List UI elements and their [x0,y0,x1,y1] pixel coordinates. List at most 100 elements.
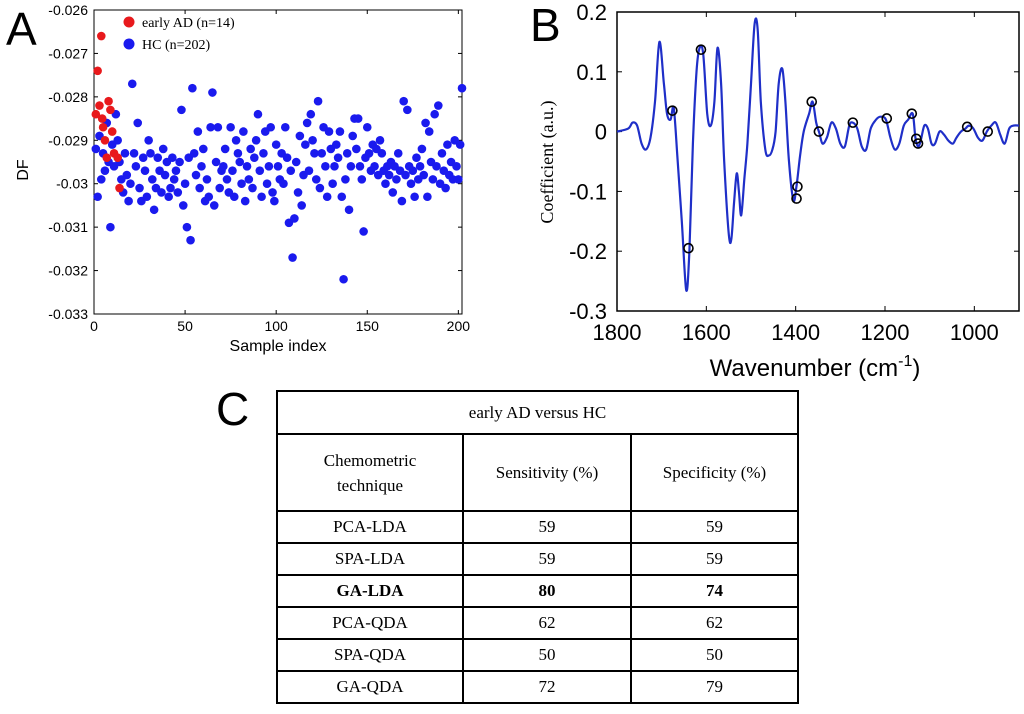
header-technique-line2: technique [336,475,404,495]
data-point-hc [348,131,357,141]
data-point-hc [195,183,204,193]
data-point-hc [341,175,350,184]
data-point-hc [279,179,288,189]
x-tick-label-b: 1600 [682,320,731,345]
y-tick-label-a: -0.03 [56,176,88,192]
data-point-early-ad [113,153,122,162]
table-cell-specificity: 50 [630,638,799,672]
data-point-hc [209,201,219,210]
data-point-hc [228,166,237,175]
data-point-early-ad [106,105,115,115]
table-cell-sensitivity: 59 [462,510,632,544]
y-tick-label-a: -0.026 [48,2,88,18]
table-cell-technique: GA-LDA [276,574,464,608]
data-point-hc [291,157,301,167]
data-point-hc [280,122,290,132]
data-point-hc [91,144,101,154]
data-point-hc [324,127,334,136]
data-point-hc [355,162,365,171]
table-cell-technique: SPA-QDA [276,638,464,672]
data-point-early-ad [95,101,104,110]
selected-variable-marker [695,44,707,55]
plot-frame-b [616,11,1020,312]
data-point-hc [213,122,223,132]
data-point-hc [135,183,144,193]
y-tick-label-b: 0.2 [576,0,607,25]
data-point-hc [406,179,416,189]
selected-variable-marker [910,133,922,145]
data-point-hc [204,192,214,202]
data-point-hc [149,205,159,215]
data-point-hc [182,222,192,232]
table-title-row: early AD versus HC [276,390,799,435]
data-point-early-ad [91,109,101,119]
selected-variable-marker [667,105,678,116]
table-cell-sensitivity: 50 [462,638,632,672]
data-point-hc [310,149,319,158]
data-point-hc [271,140,281,149]
data-point-hc [346,162,356,171]
x-tick-label-a: 100 [264,318,288,334]
x-axis-label-b: Wavenumber (cm-1) [710,353,921,382]
data-point-hc [384,170,394,180]
table-cell-specificity: 79 [630,670,799,704]
data-point-hc [257,192,266,202]
data-point-hc [381,179,390,189]
data-point-hc [290,214,299,223]
data-point-hc [264,162,274,171]
header-sensitivity: Sensitivity (%) [462,433,632,512]
x-tick-label-a: 150 [356,318,380,334]
y-tick-label-a: -0.033 [48,306,88,322]
x-axis-label-a: Sample index [230,338,327,355]
data-point-hc [311,175,321,184]
data-point-hc [297,201,306,210]
data-point-hc [189,149,199,158]
data-point-hc [233,149,243,158]
panel-label-c: C [216,383,250,435]
data-point-hc [322,192,332,202]
table-row: PCA-LDA 59 59 [276,510,799,544]
data-point-hc [301,140,310,149]
data-point-hc [437,149,447,158]
legend-label: HC (n=202) [142,38,211,53]
data-point-hc [339,274,348,284]
data-point-hc [457,83,467,93]
data-point-hc [428,175,438,184]
header-specificity: Specificity (%) [630,433,799,512]
data-point-hc [177,105,186,115]
y-axis-label-b: Coefficient (a.u.) [537,100,558,223]
data-point-hc [266,122,276,132]
x-tick-label-a: 50 [177,318,193,334]
data-point-early-ad [98,122,108,132]
y-tick-label-b: -0.1 [569,179,607,204]
data-point-hc [399,96,409,106]
data-point-hc [126,179,135,189]
data-point-hc [220,144,230,154]
data-point-hc [364,149,374,158]
selected-variable-marker [791,193,802,204]
data-point-hc [186,235,195,245]
data-point-hc [255,166,265,175]
data-point-hc [335,127,345,136]
data-point-hc [202,175,212,184]
data-point-hc [157,188,166,197]
data-point-hc [352,144,361,154]
data-point-hc [421,118,430,128]
data-point-hc [188,83,197,93]
data-point-early-ad [115,183,124,193]
coefficient-line [617,17,1019,292]
data-point-hc [175,157,184,167]
panel-label-a: A [6,3,37,55]
selected-variable-marker [813,126,825,137]
data-point-hc [231,135,241,145]
table-title: early AD versus HC [276,390,799,435]
data-point-hc [191,170,201,180]
data-point-hc [153,153,163,162]
data-point-hc [147,175,157,184]
data-point-hc [388,188,398,197]
data-point-early-ad [93,66,102,76]
data-point-hc [113,135,122,145]
data-point-hc [415,162,425,171]
x-tick-label-b: 1200 [861,320,910,345]
data-point-hc [286,166,296,175]
